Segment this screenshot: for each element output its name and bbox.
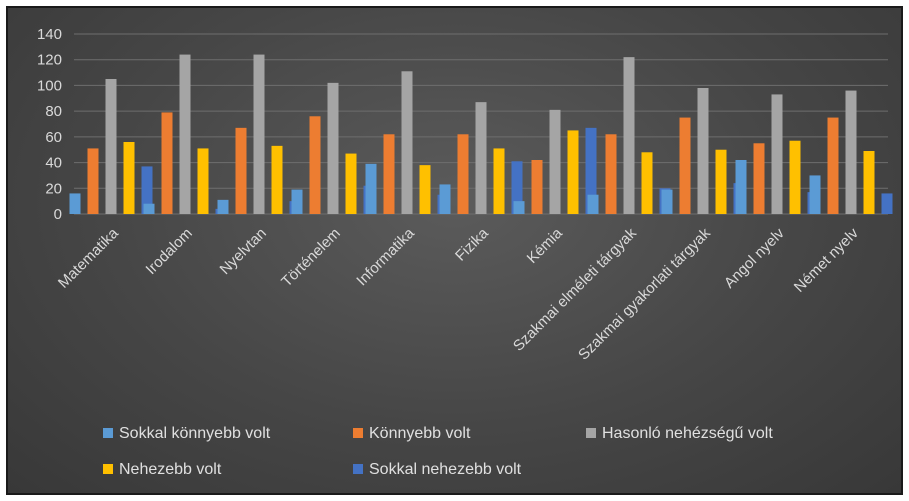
x-category-label: Kémia [524,224,567,267]
chart-frame: 0 20 40 60 80 100 120 140 Matematika Irodalom Nye… [6,6,903,495]
legend-swatch [353,428,363,438]
x-category-label: Angol nyelv [721,224,788,291]
x-category-label: Informatika [353,224,418,289]
bar [271,145,283,214]
x-category-label: Szakmai gyakorlati tárgyak [575,224,714,363]
bar [623,57,635,215]
bar [605,134,617,214]
x-category-label: Nyelvtan [217,225,270,278]
y-tick-label: 40 [45,155,62,172]
bar [123,142,135,214]
bar [715,149,727,214]
legend-swatch [586,428,596,438]
legend-swatch [353,464,363,474]
bar [585,127,597,214]
bar [69,193,81,214]
y-tick-label: 80 [45,103,62,120]
y-tick-label: 140 [37,26,62,43]
legend-swatch [103,464,113,474]
bar [217,199,229,214]
x-category-label: Német nyelv [791,224,862,295]
bar-chart: 0 20 40 60 80 100 120 140 Matematika Irodalom Nye… [37,26,893,478]
bar [383,134,395,214]
bar [253,54,265,215]
bar [327,82,339,214]
x-category-label: Fizika [452,224,492,264]
bar [845,90,857,214]
bar [141,166,153,214]
bar [179,54,191,215]
bar [789,140,801,214]
bar [827,117,839,214]
bar [771,94,783,214]
bar [513,201,525,214]
x-category-label: Irodalom [143,225,196,278]
bar [549,109,561,214]
legend-label: Hasonló nehézségű volt [602,425,773,442]
bar [105,79,117,214]
bar [753,143,765,214]
bar [439,184,451,214]
legend: Sokkal könnyebb volt Könnyebb volt Hasonló… [103,425,773,478]
legend-label: Könnyebb volt [369,425,471,442]
y-tick-label: 20 [45,180,62,197]
y-tick-label: 100 [37,77,62,94]
bar [197,148,209,214]
bar [697,88,709,214]
bar [419,165,431,214]
x-category-label: Történelem [278,225,344,291]
bar [161,112,173,214]
bar [661,189,673,214]
x-category-label: Szakmai elméleti tárgyak [510,224,640,354]
y-axis-ticks: 0 20 40 60 80 100 120 140 [37,26,62,223]
bar [365,163,377,214]
bar [475,102,487,214]
bar [309,116,321,214]
bar [457,134,469,214]
bar [143,203,155,214]
y-tick-label: 120 [37,52,62,69]
bar [863,151,875,214]
bar [87,148,99,214]
bar [881,193,893,214]
x-category-label: Matematika [55,224,122,291]
bar [345,153,357,214]
bar [511,161,523,214]
bar [401,71,413,215]
bar [531,160,543,214]
bar [641,152,653,214]
bar [567,130,579,214]
bar [735,160,747,214]
bar [587,194,599,214]
bar [493,148,505,214]
y-tick-label: 0 [54,206,62,223]
legend-label: Nehezebb volt [119,461,222,478]
x-axis-categories: Matematika Irodalom Nyelvtan Történelem Info… [55,224,862,363]
legend-label: Sokkal könnyebb volt [119,425,271,442]
bar [809,175,821,214]
bar [679,117,691,214]
bar [235,127,247,214]
legend-label: Sokkal nehezebb volt [369,461,522,478]
y-tick-label: 60 [45,129,62,146]
bars [69,54,893,215]
bar [291,189,303,214]
legend-swatch [103,428,113,438]
